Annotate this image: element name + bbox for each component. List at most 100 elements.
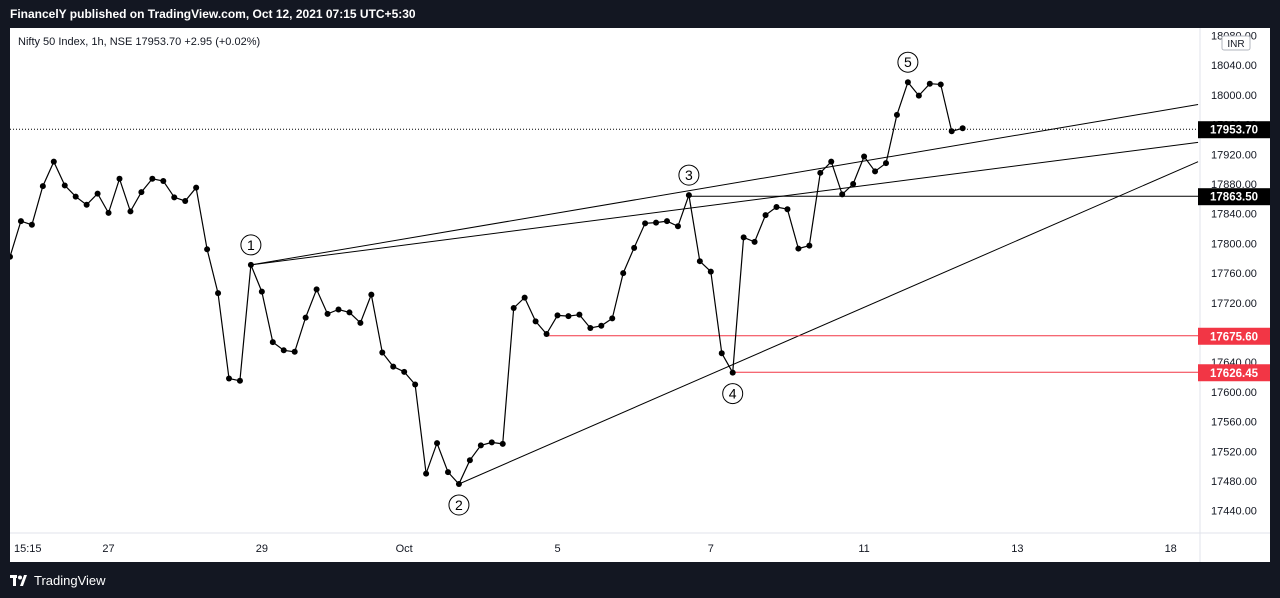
data-point xyxy=(499,440,506,447)
level-badge: 17675.60 xyxy=(1198,327,1270,345)
price-chart[interactable]: 1 2 3 4 5 17440.00 17480.00 17520.00 17560.00 17… xyxy=(7,28,1270,562)
data-point xyxy=(412,381,419,388)
data-point xyxy=(784,206,791,213)
currency-label: INR xyxy=(1227,39,1244,50)
data-point xyxy=(445,469,451,476)
level-badge: 17626.45 xyxy=(1198,364,1270,382)
currency-badge[interactable]: INR xyxy=(1221,35,1251,51)
y-tick-label: 17600.00 xyxy=(1211,387,1257,399)
data-point xyxy=(182,198,189,205)
data-point xyxy=(773,203,780,210)
data-point xyxy=(532,318,539,325)
data-point xyxy=(39,183,46,190)
data-point xyxy=(477,442,484,449)
last-price-badge-text: 17953.70 xyxy=(1210,125,1258,137)
data-point xyxy=(685,192,692,199)
data-point xyxy=(762,212,769,219)
wave-number: 3 xyxy=(685,167,693,183)
data-point xyxy=(346,309,353,316)
wave-label-2: 2 xyxy=(448,494,470,516)
data-point xyxy=(510,304,517,311)
trendline xyxy=(458,161,1199,485)
data-point xyxy=(642,220,649,227)
brand-name: TradingView xyxy=(34,573,106,588)
data-point xyxy=(872,168,879,175)
tradingview-brand[interactable]: TradingView xyxy=(10,573,106,588)
data-point xyxy=(434,440,441,447)
data-point xyxy=(707,268,714,275)
data-point xyxy=(740,234,747,241)
x-tick-label: 15:15 xyxy=(14,543,42,555)
data-point xyxy=(915,92,922,99)
data-point xyxy=(543,330,550,337)
data-point xyxy=(28,221,35,228)
data-point xyxy=(904,79,911,86)
x-tick-label: 7 xyxy=(708,543,714,555)
data-point xyxy=(313,286,320,293)
data-point xyxy=(587,325,594,332)
y-tick-label: 18000.00 xyxy=(1211,90,1257,102)
data-point xyxy=(269,339,276,346)
data-point xyxy=(609,315,616,322)
data-point xyxy=(226,375,232,382)
data-point xyxy=(718,350,725,357)
x-tick-label: 5 xyxy=(554,543,560,555)
y-tick-label: 17800.00 xyxy=(1211,238,1257,250)
data-point xyxy=(806,242,813,249)
level-badge-text: 17675.60 xyxy=(1210,331,1258,343)
trendline xyxy=(250,141,1199,266)
data-point xyxy=(817,169,824,176)
data-point xyxy=(893,111,900,118)
data-point xyxy=(105,209,112,216)
data-point xyxy=(850,180,857,187)
data-point xyxy=(83,201,90,208)
data-point xyxy=(280,347,287,354)
data-point xyxy=(883,160,889,167)
data-point xyxy=(7,253,13,260)
y-tick-label: 17440.00 xyxy=(1211,506,1257,518)
data-point xyxy=(247,261,254,268)
data-point xyxy=(149,175,156,182)
y-tick-label: 17480.00 xyxy=(1211,476,1257,488)
wave-number: 5 xyxy=(904,54,912,70)
data-point xyxy=(50,158,57,165)
data-point xyxy=(839,191,846,198)
data-point xyxy=(959,125,966,132)
data-point xyxy=(466,457,473,464)
data-point xyxy=(61,182,68,189)
x-tick-label: 13 xyxy=(1011,543,1023,555)
publish-header: FinancelY published on TradingView.com, … xyxy=(0,0,1280,28)
data-point xyxy=(357,319,364,326)
level-badge: 17863.50 xyxy=(1198,188,1270,206)
data-point xyxy=(653,219,660,226)
wave-circle xyxy=(722,383,744,405)
data-point xyxy=(390,363,397,370)
chart-panel[interactable]: 1 2 3 4 5 17440.00 17480.00 17520.00 17560.00 17… xyxy=(7,28,1270,562)
data-point xyxy=(72,193,79,200)
y-tick-label: 18040.00 xyxy=(1211,60,1257,72)
level-badge-text: 17626.45 xyxy=(1210,368,1259,380)
level-badge-bg xyxy=(1198,188,1270,206)
data-point xyxy=(828,158,835,165)
data-point xyxy=(926,80,933,87)
data-point xyxy=(116,175,123,182)
data-point xyxy=(17,218,24,225)
y-tick-label: 17880.00 xyxy=(1211,179,1257,191)
data-point xyxy=(795,245,802,252)
x-tick-label: 29 xyxy=(256,543,268,555)
data-point xyxy=(379,349,386,356)
data-point xyxy=(236,377,243,384)
data-point xyxy=(937,81,944,88)
data-point xyxy=(324,310,331,317)
data-point xyxy=(138,189,145,196)
wave-circle xyxy=(678,164,700,186)
data-point xyxy=(521,294,528,301)
wave-label-3: 3 xyxy=(678,164,700,186)
level-badge-bg xyxy=(1198,327,1270,345)
data-point xyxy=(335,306,342,313)
data-point xyxy=(488,439,495,446)
y-tick-label: 17840.00 xyxy=(1211,209,1257,221)
data-point xyxy=(664,218,670,225)
wave-number: 1 xyxy=(247,237,255,253)
data-point xyxy=(565,313,572,320)
